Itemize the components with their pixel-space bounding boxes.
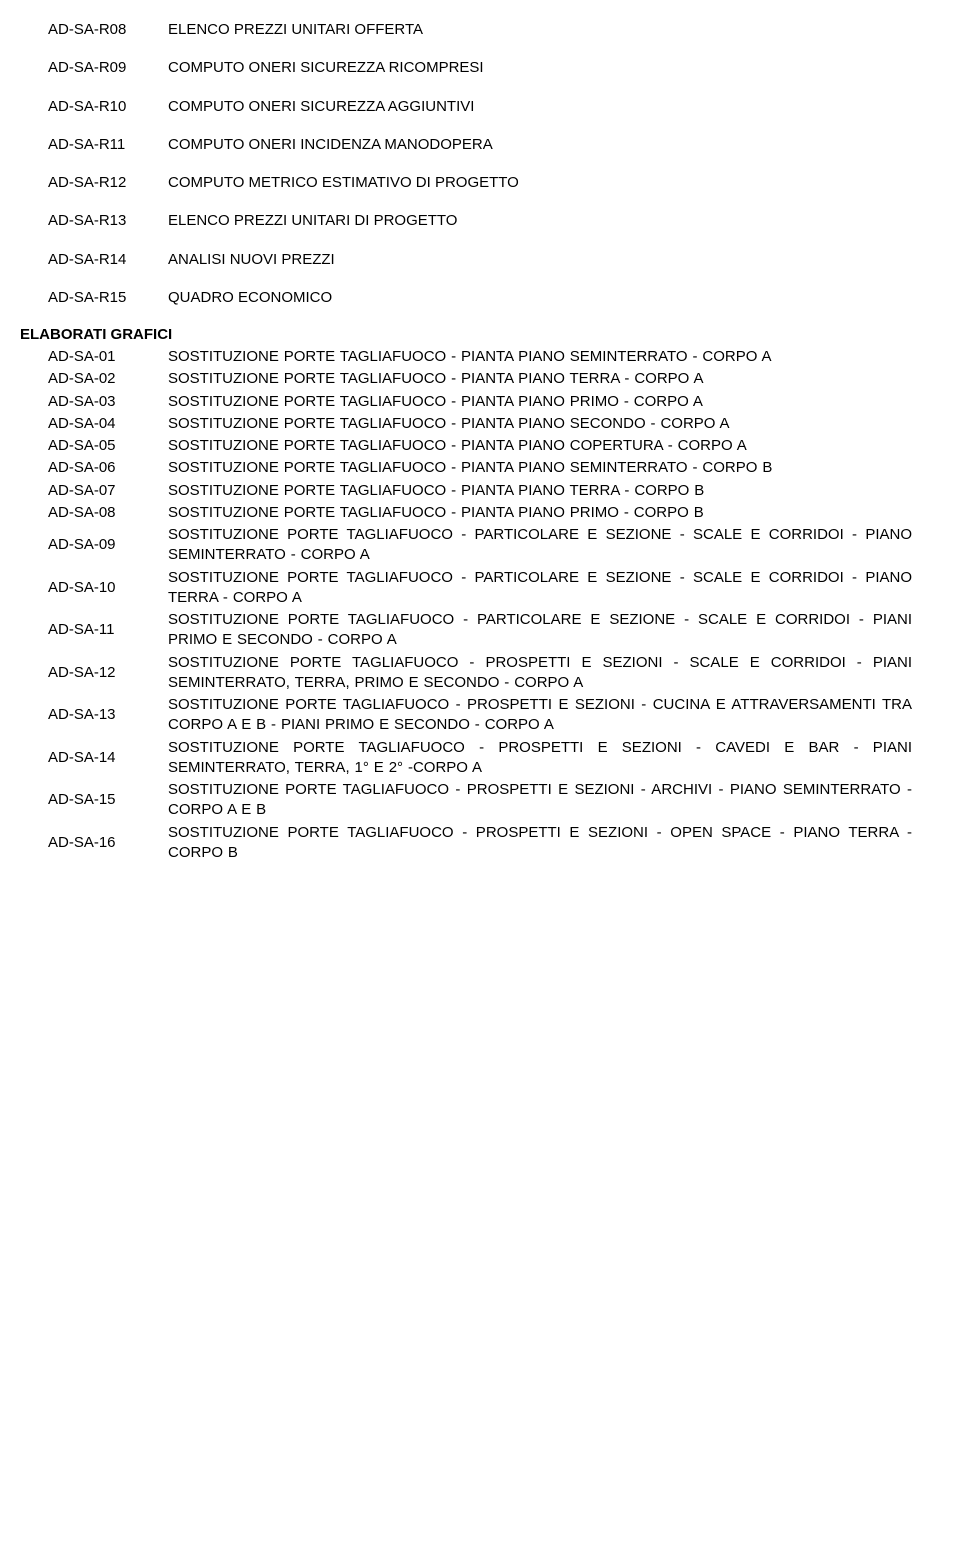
item-code: AD-SA-02: [48, 369, 168, 389]
item-desc: SOSTITUZIONE PORTE TAGLIAFUOCO - PROSPET…: [168, 823, 912, 864]
item-desc: SOSTITUZIONE PORTE TAGLIAFUOCO - PROSPET…: [168, 653, 912, 694]
item-desc: SOSTITUZIONE PORTE TAGLIAFUOCO - PARTICO…: [168, 525, 912, 566]
item-desc: SOSTITUZIONE PORTE TAGLIAFUOCO - PROSPET…: [168, 780, 912, 821]
item-code: AD-SA-04: [48, 414, 168, 434]
item-desc: SOSTITUZIONE PORTE TAGLIAFUOCO - PROSPET…: [168, 738, 912, 779]
item-code: AD-SA-14: [48, 748, 168, 768]
item-code: AD-SA-05: [48, 436, 168, 456]
item-code: AD-SA-03: [48, 392, 168, 412]
list-item: AD-SA-R08ELENCO PREZZI UNITARI OFFERTA: [48, 20, 912, 40]
list-item: AD-SA-11SOSTITUZIONE PORTE TAGLIAFUOCO -…: [48, 610, 912, 651]
item-desc: ELENCO PREZZI UNITARI OFFERTA: [168, 20, 912, 40]
list-item: AD-SA-R10COMPUTO ONERI SICUREZZA AGGIUNT…: [48, 97, 912, 117]
item-desc: SOSTITUZIONE PORTE TAGLIAFUOCO - PIANTA …: [168, 503, 912, 523]
item-desc: ANALISI NUOVI PREZZI: [168, 250, 912, 270]
list-item: AD-SA-15SOSTITUZIONE PORTE TAGLIAFUOCO -…: [48, 780, 912, 821]
item-code: AD-SA-12: [48, 663, 168, 683]
item-code: AD-SA-R13: [48, 211, 168, 231]
list-item: AD-SA-05SOSTITUZIONE PORTE TAGLIAFUOCO -…: [48, 436, 912, 456]
top-section: AD-SA-R08ELENCO PREZZI UNITARI OFFERTAAD…: [48, 20, 912, 308]
item-desc: SOSTITUZIONE PORTE TAGLIAFUOCO - PIANTA …: [168, 458, 912, 478]
list-item: AD-SA-14SOSTITUZIONE PORTE TAGLIAFUOCO -…: [48, 738, 912, 779]
item-desc: SOSTITUZIONE PORTE TAGLIAFUOCO - PIANTA …: [168, 481, 912, 501]
item-code: AD-SA-10: [48, 578, 168, 598]
item-desc: COMPUTO METRICO ESTIMATIVO DI PROGETTO: [168, 173, 912, 193]
list-item: AD-SA-10SOSTITUZIONE PORTE TAGLIAFUOCO -…: [48, 568, 912, 609]
item-code: AD-SA-R15: [48, 288, 168, 308]
item-desc: QUADRO ECONOMICO: [168, 288, 912, 308]
item-code: AD-SA-11: [48, 620, 168, 640]
item-code: AD-SA-06: [48, 458, 168, 478]
item-code: AD-SA-R10: [48, 97, 168, 117]
page: AD-SA-R08ELENCO PREZZI UNITARI OFFERTAAD…: [0, 0, 960, 885]
item-desc: SOSTITUZIONE PORTE TAGLIAFUOCO - PARTICO…: [168, 610, 912, 651]
list-item: AD-SA-12SOSTITUZIONE PORTE TAGLIAFUOCO -…: [48, 653, 912, 694]
list-item: AD-SA-09SOSTITUZIONE PORTE TAGLIAFUOCO -…: [48, 525, 912, 566]
list-item: AD-SA-02SOSTITUZIONE PORTE TAGLIAFUOCO -…: [48, 369, 912, 389]
item-desc: SOSTITUZIONE PORTE TAGLIAFUOCO - PIANTA …: [168, 436, 912, 456]
list-item: AD-SA-01SOSTITUZIONE PORTE TAGLIAFUOCO -…: [48, 347, 912, 367]
item-code: AD-SA-09: [48, 535, 168, 555]
section-header: ELABORATI GRAFICI: [20, 326, 912, 343]
item-desc: COMPUTO ONERI INCIDENZA MANODOPERA: [168, 135, 912, 155]
list-item: AD-SA-04SOSTITUZIONE PORTE TAGLIAFUOCO -…: [48, 414, 912, 434]
item-code: AD-SA-R09: [48, 58, 168, 78]
graf-section: AD-SA-01SOSTITUZIONE PORTE TAGLIAFUOCO -…: [48, 347, 912, 863]
list-item: AD-SA-13SOSTITUZIONE PORTE TAGLIAFUOCO -…: [48, 695, 912, 736]
item-desc: SOSTITUZIONE PORTE TAGLIAFUOCO - PIANTA …: [168, 414, 912, 434]
item-code: AD-SA-R08: [48, 20, 168, 40]
item-code: AD-SA-07: [48, 481, 168, 501]
item-code: AD-SA-R12: [48, 173, 168, 193]
item-desc: ELENCO PREZZI UNITARI DI PROGETTO: [168, 211, 912, 231]
item-code: AD-SA-01: [48, 347, 168, 367]
list-item: AD-SA-03SOSTITUZIONE PORTE TAGLIAFUOCO -…: [48, 392, 912, 412]
list-item: AD-SA-R15QUADRO ECONOMICO: [48, 288, 912, 308]
item-desc: SOSTITUZIONE PORTE TAGLIAFUOCO - PIANTA …: [168, 369, 912, 389]
item-desc: SOSTITUZIONE PORTE TAGLIAFUOCO - PIANTA …: [168, 392, 912, 412]
item-desc: SOSTITUZIONE PORTE TAGLIAFUOCO - PARTICO…: [168, 568, 912, 609]
item-code: AD-SA-15: [48, 790, 168, 810]
item-code: AD-SA-R11: [48, 135, 168, 155]
list-item: AD-SA-07SOSTITUZIONE PORTE TAGLIAFUOCO -…: [48, 481, 912, 501]
item-desc: COMPUTO ONERI SICUREZZA RICOMPRESI: [168, 58, 912, 78]
list-item: AD-SA-R09COMPUTO ONERI SICUREZZA RICOMPR…: [48, 58, 912, 78]
list-item: AD-SA-08SOSTITUZIONE PORTE TAGLIAFUOCO -…: [48, 503, 912, 523]
list-item: AD-SA-06SOSTITUZIONE PORTE TAGLIAFUOCO -…: [48, 458, 912, 478]
list-item: AD-SA-R11COMPUTO ONERI INCIDENZA MANODOP…: [48, 135, 912, 155]
item-code: AD-SA-16: [48, 833, 168, 853]
item-desc: SOSTITUZIONE PORTE TAGLIAFUOCO - PROSPET…: [168, 695, 912, 736]
list-item: AD-SA-R12COMPUTO METRICO ESTIMATIVO DI P…: [48, 173, 912, 193]
item-desc: SOSTITUZIONE PORTE TAGLIAFUOCO - PIANTA …: [168, 347, 912, 367]
item-code: AD-SA-13: [48, 705, 168, 725]
item-code: AD-SA-08: [48, 503, 168, 523]
list-item: AD-SA-R13ELENCO PREZZI UNITARI DI PROGET…: [48, 211, 912, 231]
list-item: AD-SA-16SOSTITUZIONE PORTE TAGLIAFUOCO -…: [48, 823, 912, 864]
list-item: AD-SA-R14ANALISI NUOVI PREZZI: [48, 250, 912, 270]
item-desc: COMPUTO ONERI SICUREZZA AGGIUNTIVI: [168, 97, 912, 117]
item-code: AD-SA-R14: [48, 250, 168, 270]
